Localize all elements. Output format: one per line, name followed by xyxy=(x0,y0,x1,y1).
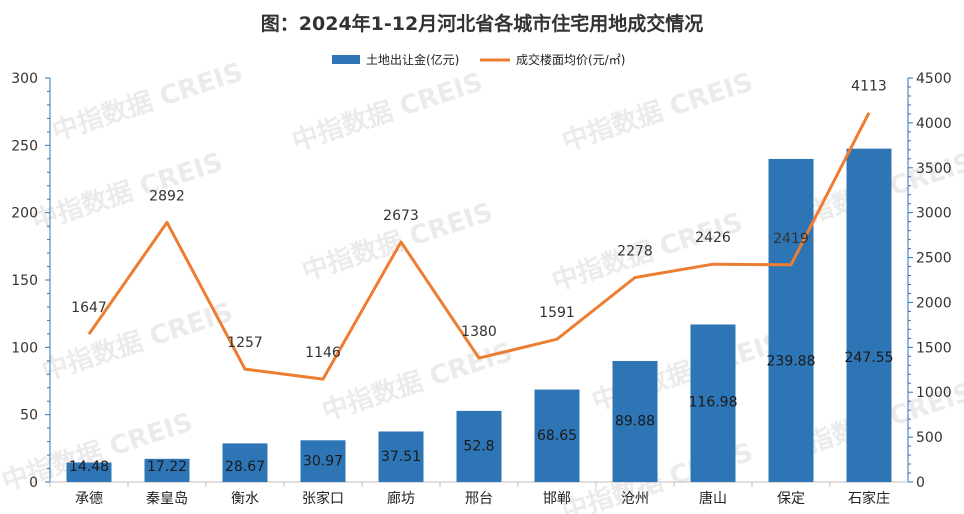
bar-value-label: 239.88 xyxy=(767,354,816,370)
legend-bar-label: 土地出让金(亿元) xyxy=(366,52,459,67)
y-left-tick-label: 200 xyxy=(11,206,38,222)
legend: 土地出让金(亿元) 成交楼面均价(元/㎡) xyxy=(332,52,625,67)
bar-value-label: 14.48 xyxy=(69,459,109,475)
x-tick-label: 张家口 xyxy=(302,490,344,507)
y-right-tick-label: 3000 xyxy=(916,206,952,222)
chart-title: 图：2024年1-12月河北省各城市住宅用地成交情况 xyxy=(261,12,703,35)
y-left-tick-label: 300 xyxy=(11,71,38,87)
bar xyxy=(456,410,502,482)
data-labels: 14.48 17.22 28.67 30.97 37.51 52.8 68.65 89.88 1… xyxy=(69,79,894,475)
x-tick-label: 邯郸 xyxy=(543,491,571,507)
y-left-tick-label: 100 xyxy=(11,340,38,356)
line-value-label: 2892 xyxy=(149,188,185,204)
y-right-tick-label: 3500 xyxy=(916,161,952,177)
line-value-label: 2673 xyxy=(383,208,419,224)
bar xyxy=(144,458,190,482)
bar xyxy=(690,324,736,482)
bar-value-label: 17.22 xyxy=(147,459,187,475)
line-value-label: 1257 xyxy=(227,335,263,351)
y-left-tick-label: 150 xyxy=(11,273,38,289)
bar xyxy=(534,389,580,482)
bar xyxy=(66,462,112,482)
watermark-text: 中指数据 CREIS xyxy=(49,57,247,147)
watermark-text: 中指数据 CREIS xyxy=(29,147,227,237)
watermark-text: 中指数据 CREIS xyxy=(559,67,757,157)
x-tick-label: 保定 xyxy=(777,491,805,507)
bar xyxy=(612,360,658,482)
legend-line-label: 成交楼面均价(元/㎡) xyxy=(516,52,625,67)
line-value-label: 2278 xyxy=(617,243,653,259)
y-right-tick-label: 1500 xyxy=(916,340,952,356)
y-right-tick-label: 4500 xyxy=(916,71,952,87)
line-value-label: 2426 xyxy=(695,230,731,246)
bar xyxy=(378,431,424,482)
line-value-label: 1591 xyxy=(539,305,575,321)
bar-value-label: 89.88 xyxy=(615,413,655,429)
y-left-tick-label: 250 xyxy=(11,138,38,154)
line-series xyxy=(87,112,871,381)
y-right-tick-label: 2000 xyxy=(916,295,952,311)
bar-value-label: 52.8 xyxy=(463,439,494,455)
y-right-tick-label: 4000 xyxy=(916,116,952,132)
y-right-tick-label: 500 xyxy=(916,430,943,446)
bar-value-label: 37.51 xyxy=(381,449,421,465)
bar xyxy=(768,158,814,482)
x-tick-label: 衡水 xyxy=(231,491,259,507)
x-tick-label: 承德 xyxy=(75,491,103,507)
bar-value-label: 28.67 xyxy=(225,459,265,475)
watermark-text: 中指数据 CREIS xyxy=(39,297,237,387)
bar-value-label: 30.97 xyxy=(303,454,343,470)
bar xyxy=(846,148,892,482)
x-tick-label: 廊坊 xyxy=(387,490,415,507)
x-tick-label: 邢台 xyxy=(465,491,493,507)
line-value-label: 1380 xyxy=(461,324,497,340)
bar-series xyxy=(66,148,892,482)
x-tick-label: 沧州 xyxy=(621,490,649,507)
x-tick-label: 秦皇岛 xyxy=(146,491,188,507)
line-value-label: 1146 xyxy=(305,345,341,361)
line-value-label: 2419 xyxy=(773,231,809,247)
y-left-tick-label: 0 xyxy=(29,475,38,491)
bar-value-label: 247.55 xyxy=(845,350,894,366)
line-value-label: 4113 xyxy=(851,79,887,95)
y-left-tick-label: 50 xyxy=(20,408,38,424)
axes: 0501001502002503000500100015002000250030… xyxy=(11,71,951,507)
bar xyxy=(300,440,346,482)
y-right-tick-label: 0 xyxy=(916,475,925,491)
bar xyxy=(222,443,268,482)
x-tick-label: 石家庄 xyxy=(848,490,890,507)
y-right-tick-label: 2500 xyxy=(916,251,952,267)
bar-value-label: 116.98 xyxy=(689,395,738,411)
line-value-label: 1647 xyxy=(71,300,107,316)
bar-value-label: 68.65 xyxy=(537,428,577,444)
y-right-tick-label: 1000 xyxy=(916,385,952,401)
legend-bar-swatch xyxy=(332,55,360,64)
x-tick-label: 唐山 xyxy=(699,490,727,507)
watermark-text: 中指数据 CREIS xyxy=(289,67,487,157)
